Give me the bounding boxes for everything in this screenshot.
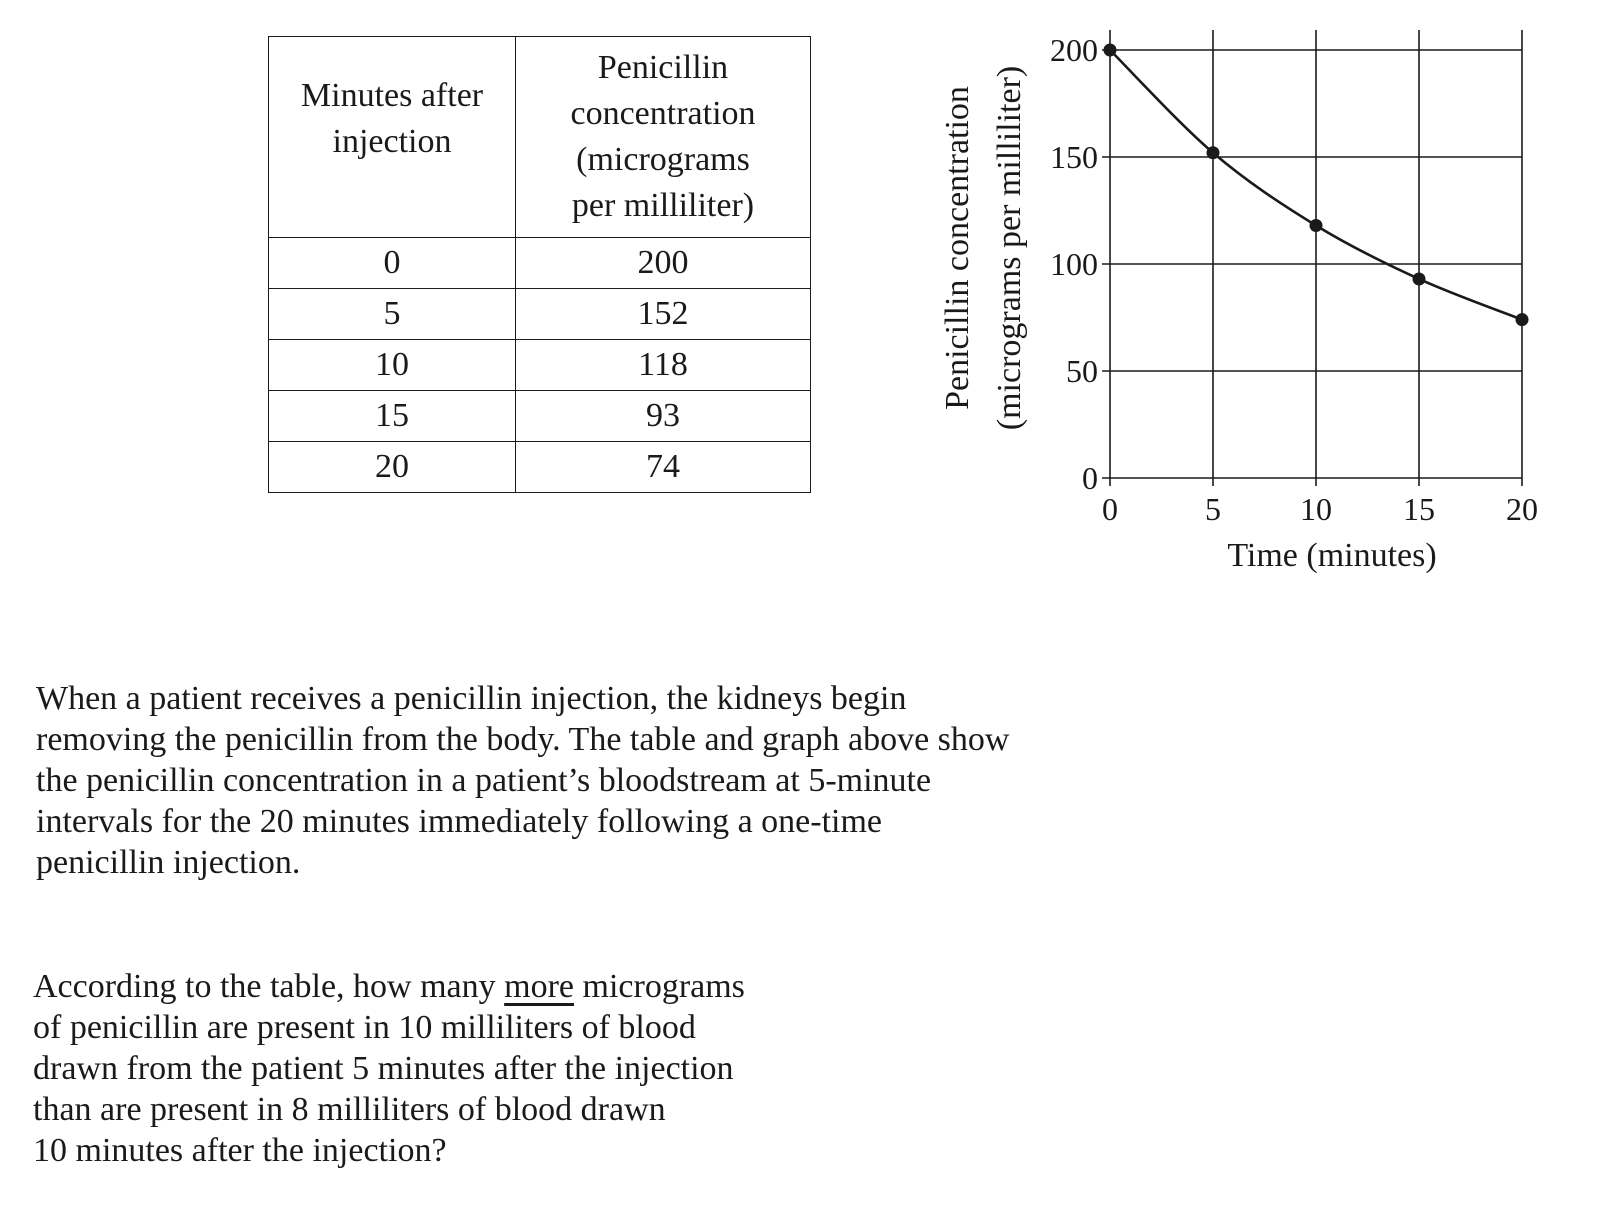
y-axis-label-line-2: (micrograms per milliliter) (991, 66, 1028, 430)
y-tick-label: 150 (1050, 139, 1098, 175)
data-point (1515, 313, 1529, 327)
chart-points (1103, 43, 1529, 327)
data-point (1309, 218, 1323, 232)
table-row: 0 200 (268, 237, 811, 289)
concentration-table: Minutes after injection Penicillin conce… (268, 36, 811, 493)
data-point (1103, 43, 1117, 57)
header-concentration: Penicillin concentration (micrograms per… (515, 36, 811, 238)
question-emphasis: more (504, 968, 575, 1005)
concentration-chart: 0 50 100 150 200 0 5 10 15 20 Time (minutes) Peni… (939, 30, 1538, 574)
header-minutes: Minutes after injection (268, 36, 516, 238)
y-tick-label: 0 (1082, 460, 1098, 496)
cell-concentration: 93 (515, 390, 811, 442)
data-point (1206, 146, 1220, 160)
cell-concentration: 118 (515, 339, 811, 391)
x-axis-label: Time (minutes) (1227, 537, 1436, 574)
chart-grid (1102, 30, 1523, 486)
cell-concentration: 152 (515, 288, 811, 340)
chart-tick-labels: 0 50 100 150 200 0 5 10 15 20 (1050, 32, 1538, 527)
y-axis-label-line-1: Penicillin concentration (939, 86, 976, 410)
x-tick-label: 5 (1205, 491, 1221, 527)
y-axis-label: Penicillin concentration (micrograms per… (939, 66, 1028, 430)
cell-concentration: 200 (515, 237, 811, 289)
question-paragraph: According to the table, how many more mi… (33, 966, 745, 1171)
intro-paragraph: When a patient receives a penicillin inj… (36, 680, 1010, 881)
x-tick-label: 0 (1102, 491, 1118, 527)
x-tick-label: 10 (1300, 491, 1332, 527)
x-tick-label: 15 (1403, 491, 1435, 527)
table-header-row: Minutes after injection Penicillin conce… (268, 36, 811, 238)
question-text-start: According to the table, how many (33, 968, 505, 1005)
y-tick-label: 50 (1066, 353, 1098, 389)
cell-minutes: 20 (268, 441, 516, 493)
y-tick-label: 100 (1050, 246, 1098, 282)
table-row: 15 93 (268, 390, 811, 442)
question-text-end: micrograms of penicillin are present in … (33, 968, 745, 1169)
y-tick-label: 200 (1050, 32, 1098, 68)
data-point (1412, 272, 1426, 286)
cell-concentration: 74 (515, 441, 811, 493)
x-tick-label: 20 (1506, 491, 1538, 527)
table-row: 20 74 (268, 441, 811, 493)
